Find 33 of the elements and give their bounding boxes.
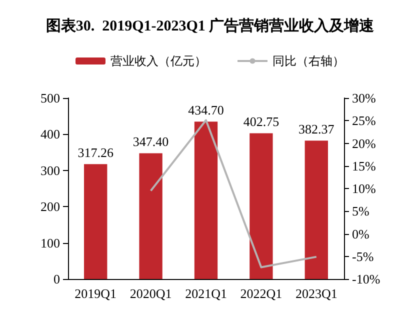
y-tick-label: 300 [40, 162, 60, 178]
chart-title: 图表30. 2019Q1-2023Q1 广告营销营业收入及增速 [46, 16, 376, 34]
text: 317.26 [78, 145, 114, 160]
bar [250, 133, 273, 279]
legend-label: 营业收入（亿元） [110, 54, 206, 68]
x-tick-label: 2022Q1 [240, 286, 282, 301]
text: 402.75 [243, 114, 280, 130]
y2-tick-label: 0% [352, 226, 370, 242]
y2-tick-label: 20% [352, 136, 376, 151]
y2-tick-label: -5% [352, 248, 374, 264]
legend-label: 同比（右轴） [272, 54, 344, 68]
y-tick-label: 500 [40, 90, 60, 106]
text: 347.40 [132, 134, 169, 150]
y2-tick-label: 25% [352, 113, 376, 128]
y2-tick-label: -10% [352, 272, 380, 286]
y-tick-label: 400 [40, 126, 60, 142]
bar [84, 164, 108, 279]
text: 382.37 [298, 122, 334, 137]
y2-tick-label: 30% [352, 90, 376, 106]
y-tick-label: 0 [54, 272, 60, 286]
x-tick-label: 2023Q1 [295, 286, 338, 301]
y-tick-label: 200 [40, 199, 60, 214]
text: 434.70 [188, 102, 224, 118]
x-tick-label: 2020Q1 [130, 286, 172, 301]
bar [139, 153, 162, 279]
y2-tick-label: 10% [352, 181, 376, 196]
y2-tick-label: 5% [352, 204, 370, 219]
x-tick-label: 2021Q1 [185, 286, 227, 301]
y-tick-label: 100 [40, 235, 60, 250]
x-tick-label: 2019Q1 [74, 286, 117, 301]
bar [304, 140, 328, 279]
bar [194, 122, 218, 279]
y2-tick-label: 15% [352, 158, 376, 174]
